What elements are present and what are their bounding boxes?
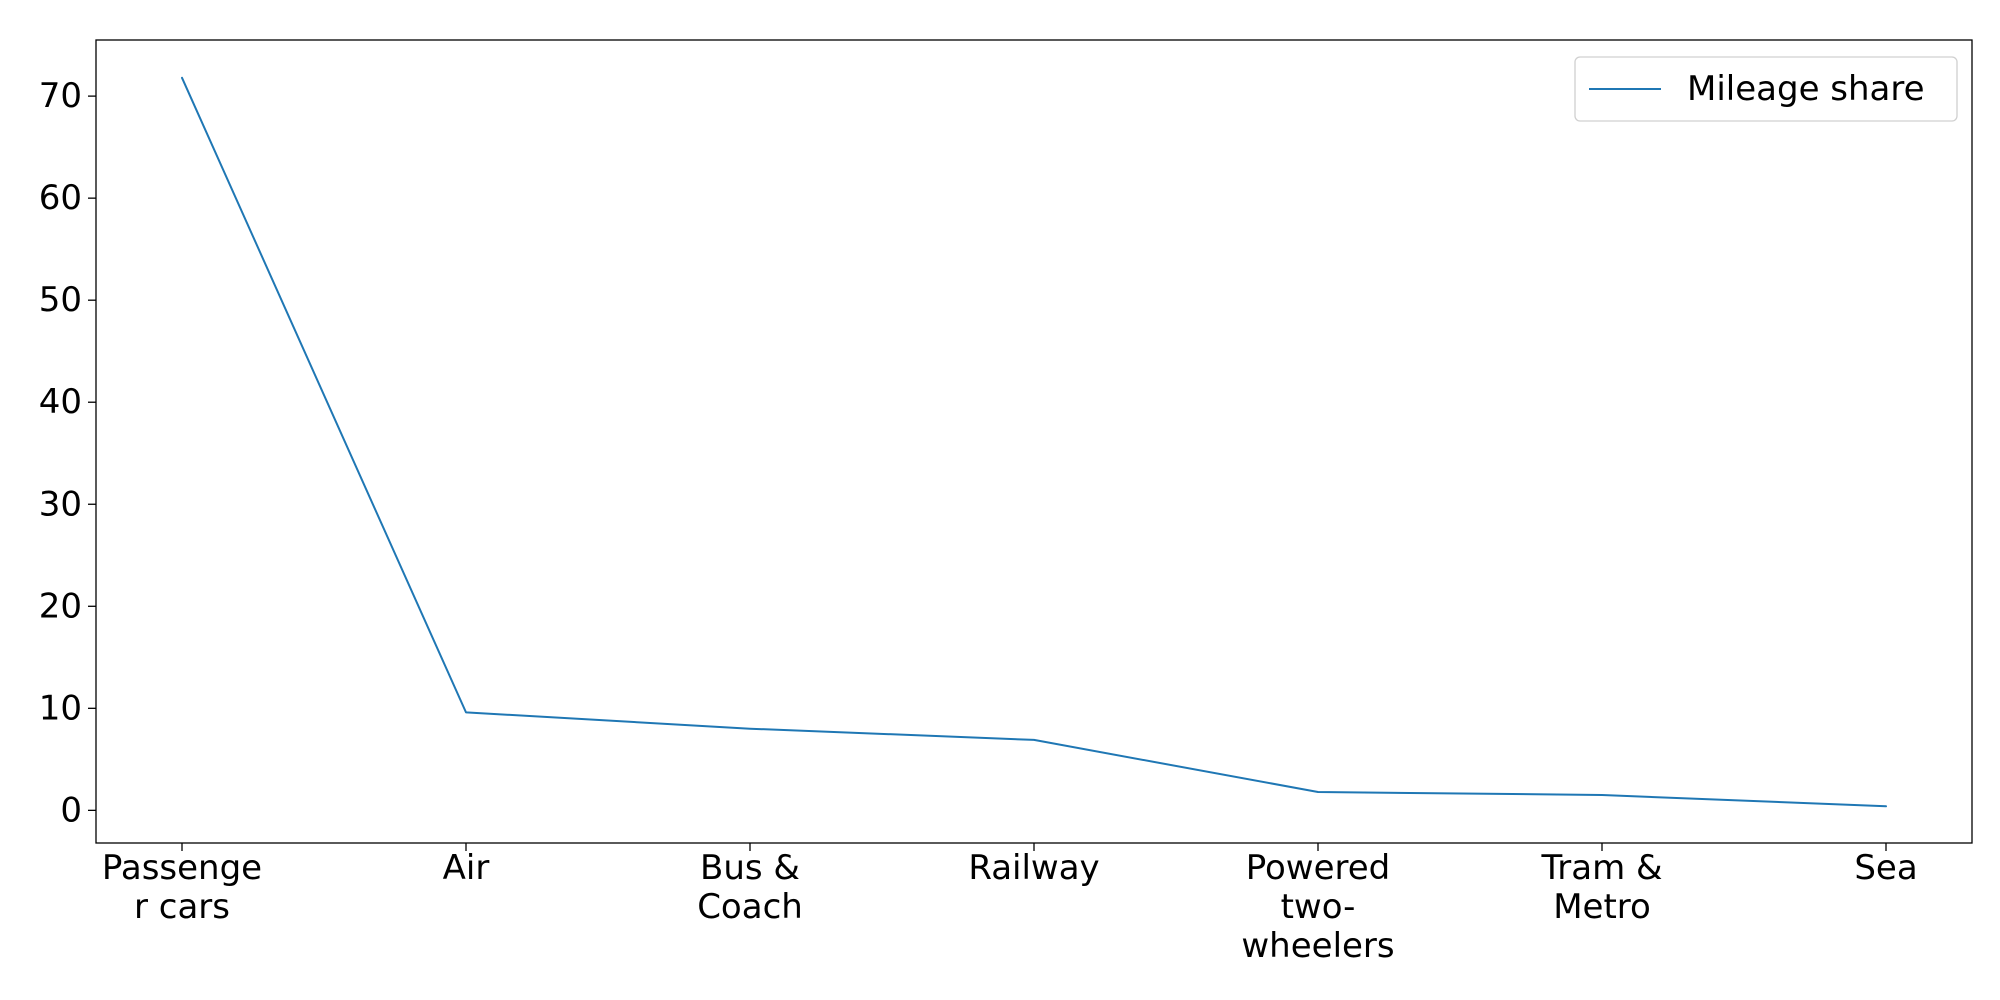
y-tick-label: 50 (39, 280, 82, 320)
x-tick-label: Bus & Coach (697, 848, 803, 927)
y-tick-label: 0 (60, 790, 82, 830)
x-tick-label-line: two- (1281, 887, 1356, 927)
y-tick-label: 40 (39, 382, 82, 422)
plot-frame (95, 39, 1973, 844)
x-tick-label-line: Air (443, 848, 490, 888)
x-tick-label: Air (443, 848, 490, 888)
x-tick-label-line: Coach (697, 887, 803, 927)
series-line (181, 76, 1887, 808)
legend-box (1574, 56, 1958, 122)
x-tick-label-line: wheelers (1241, 926, 1394, 966)
x-tick-label-line: Railway (968, 848, 1099, 888)
y-tick-label: 60 (39, 178, 82, 218)
y-axis: 0 10 20 30 40 50 60 70 (39, 76, 96, 830)
x-tick-label-line: Metro (1553, 887, 1651, 927)
x-tick-label: Passenge r cars (102, 848, 262, 927)
y-tick-label: 30 (39, 484, 82, 524)
legend: Mileage share (1574, 56, 1958, 122)
legend-label-mileage-share: Mileage share (1687, 69, 1925, 109)
x-tick-label-line: Powered (1246, 848, 1391, 888)
x-tick-label-line: Tram & (1540, 848, 1662, 888)
plot-lines (181, 76, 1887, 808)
x-tick-label-line: r cars (134, 887, 230, 927)
x-tick-label-line: Passenge (102, 848, 262, 888)
x-tick-label-line: Bus & (700, 848, 800, 888)
x-axis: Passenge r cars Air Bus & Coach Railway Powere… (102, 843, 1918, 966)
y-tick-label: 70 (39, 76, 82, 116)
x-tick-label-line: Sea (1854, 848, 1917, 888)
y-tick-label: 10 (39, 688, 82, 728)
y-tick-label: 20 (39, 586, 82, 626)
x-tick-label: Railway (968, 848, 1099, 888)
x-tick-label: Sea (1854, 848, 1917, 888)
x-tick-label: Powered two-wheelers (1241, 848, 1394, 966)
x-tick-label: Tram & Metro (1540, 848, 1662, 927)
